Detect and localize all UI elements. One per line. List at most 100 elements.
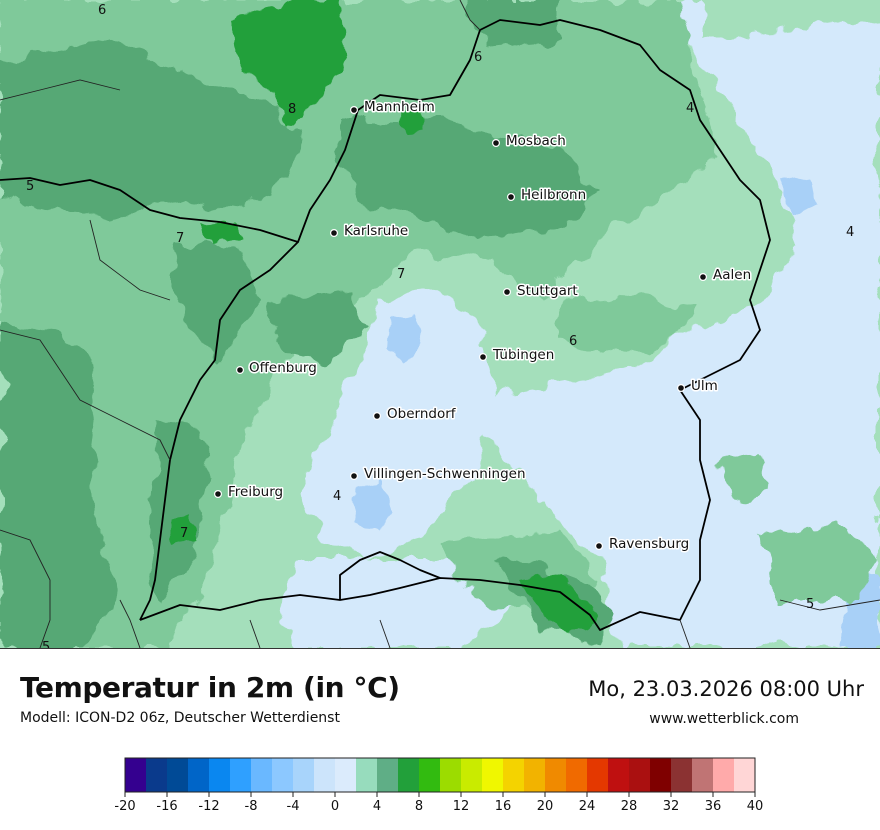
legend-tick-label: -20 xyxy=(114,799,135,814)
legend-color-cell xyxy=(293,758,315,792)
temp-band-6-8 xyxy=(0,0,620,648)
city-label: Ulm xyxy=(691,378,718,394)
city-dot xyxy=(594,541,603,550)
legend-tick-label: 12 xyxy=(453,799,470,814)
city-ravensburg[interactable]: Ravensburg xyxy=(594,535,691,554)
temp-band-8-plus xyxy=(170,0,600,635)
legend-ticks: -20 -16 -12 -8 -4 0 4 8 12 16 20 24 28 32 36 40 xyxy=(114,792,763,814)
legend-tick-label: 8 xyxy=(415,799,423,814)
contour-label: 5 xyxy=(26,179,34,194)
legend-tick-label: 36 xyxy=(705,799,722,814)
contour-label: 4 xyxy=(686,101,694,116)
city-karlsruhe[interactable]: Karlsruhe xyxy=(330,222,410,241)
city-label: Freiburg xyxy=(228,484,283,500)
legend-tick-label: 16 xyxy=(495,799,512,814)
city-dot xyxy=(503,288,512,297)
legend-color-cell xyxy=(230,758,252,792)
legend-tick-label: 28 xyxy=(621,799,638,814)
legend-color-cell xyxy=(356,758,378,792)
city-label: Offenburg xyxy=(249,360,317,376)
contour-label: 7 xyxy=(180,526,188,541)
legend-color-cell xyxy=(419,758,441,792)
city-aalen[interactable]: Aalen xyxy=(698,266,753,285)
city-dot xyxy=(676,384,685,393)
legend-color-cells xyxy=(125,758,756,792)
legend-color-cell xyxy=(440,758,462,792)
city-dot xyxy=(507,193,516,202)
city-dot xyxy=(350,472,359,481)
model-source: Modell: ICON-D2 06z, Deutscher Wetterdie… xyxy=(20,710,340,726)
legend-frame xyxy=(124,757,756,793)
city-label: Villingen-Schwenningen xyxy=(364,466,526,482)
legend-color-cell xyxy=(188,758,210,792)
map-footer: Temperatur in 2m (in °C) Modell: ICON-D2… xyxy=(0,649,880,830)
city-dot xyxy=(350,105,359,114)
city-mannheim[interactable]: Mannheim xyxy=(350,98,436,117)
city-label: Mosbach xyxy=(506,133,566,149)
city-oberndorf[interactable]: Oberndorf xyxy=(373,405,458,424)
legend-tick-label: 20 xyxy=(537,799,554,814)
lake-constance-border xyxy=(139,577,681,631)
city-dot xyxy=(214,490,223,499)
temperature-map[interactable]: 6 6 8 4 5 7 4 7 6 4 7 5 5 Mannheim Mosba… xyxy=(0,0,880,649)
legend-color-cell xyxy=(587,758,609,792)
legend-tick-label: -8 xyxy=(245,799,258,814)
legend-color-cell xyxy=(146,758,168,792)
city-dot xyxy=(236,366,245,375)
city-label: Oberndorf xyxy=(387,406,457,422)
legend-tick-label: 24 xyxy=(579,799,596,814)
city-label: Ravensburg xyxy=(609,536,689,552)
city-dot xyxy=(698,273,707,282)
legend-color-cell xyxy=(734,758,756,792)
legend-color-cell xyxy=(272,758,294,792)
legend-color-cell xyxy=(377,758,399,792)
legend-color-cell xyxy=(503,758,525,792)
contour-label: 8 xyxy=(288,102,296,117)
legend-color-cell xyxy=(167,758,189,792)
legend-tick-label: 0 xyxy=(331,799,339,814)
legend-color-cell xyxy=(335,758,357,792)
legend-color-cell xyxy=(125,758,147,792)
legend-tick-label: -12 xyxy=(198,799,219,814)
city-stuttgart[interactable]: Stuttgart xyxy=(503,282,579,301)
city-label: Heilbronn xyxy=(521,187,586,203)
contour-label: 6 xyxy=(98,3,106,18)
legend-tick-label: -16 xyxy=(156,799,177,814)
contour-label: 7 xyxy=(176,231,184,246)
forecast-datetime: Mo, 23.03.2026 08:00 Uhr xyxy=(588,677,864,701)
legend-color-cell xyxy=(209,758,231,792)
city-tuebingen[interactable]: Tübingen xyxy=(479,346,556,365)
city-mosbach[interactable]: Mosbach xyxy=(492,132,567,151)
contour-labels: 6 6 8 4 5 7 4 7 6 4 7 5 5 xyxy=(26,3,854,648)
city-ulm[interactable]: Ulm xyxy=(676,377,719,396)
city-freiburg[interactable]: Freiburg xyxy=(214,483,285,502)
city-markers: Mannheim Mosbach Heilbronn Karlsruhe Stu… xyxy=(214,98,753,554)
color-legend: -20 -16 -12 -8 -4 0 4 8 12 16 20 24 28 32 36 40 xyxy=(114,757,763,814)
thin-border-lines xyxy=(0,0,880,648)
city-villingen-schwenningen[interactable]: Villingen-Schwenningen xyxy=(350,465,527,484)
legend-color-cell xyxy=(608,758,630,792)
city-label: Stuttgart xyxy=(517,283,578,299)
contour-label: 4 xyxy=(333,489,341,504)
city-heilbronn[interactable]: Heilbronn xyxy=(507,186,588,205)
legend-tick-label: 4 xyxy=(373,799,381,814)
city-label: Mannheim xyxy=(364,99,435,115)
city-offenburg[interactable]: Offenburg xyxy=(236,359,318,378)
city-dot xyxy=(492,139,501,148)
website-link[interactable]: www.wetterblick.com xyxy=(649,711,799,727)
legend-color-cell xyxy=(713,758,735,792)
legend-color-cell xyxy=(629,758,651,792)
legend-color-cell xyxy=(524,758,546,792)
legend-tick-label: 40 xyxy=(747,799,764,814)
legend-color-cell xyxy=(566,758,588,792)
city-dot xyxy=(479,353,488,362)
contour-label: 5 xyxy=(806,597,814,612)
contour-label: 6 xyxy=(474,50,482,65)
city-dot xyxy=(373,412,382,421)
legend-color-cell xyxy=(251,758,273,792)
contour-label: 7 xyxy=(397,267,405,282)
legend-color-cell xyxy=(671,758,693,792)
rhine-border xyxy=(139,241,299,621)
city-label: Aalen xyxy=(713,267,751,283)
legend-color-cell xyxy=(650,758,672,792)
